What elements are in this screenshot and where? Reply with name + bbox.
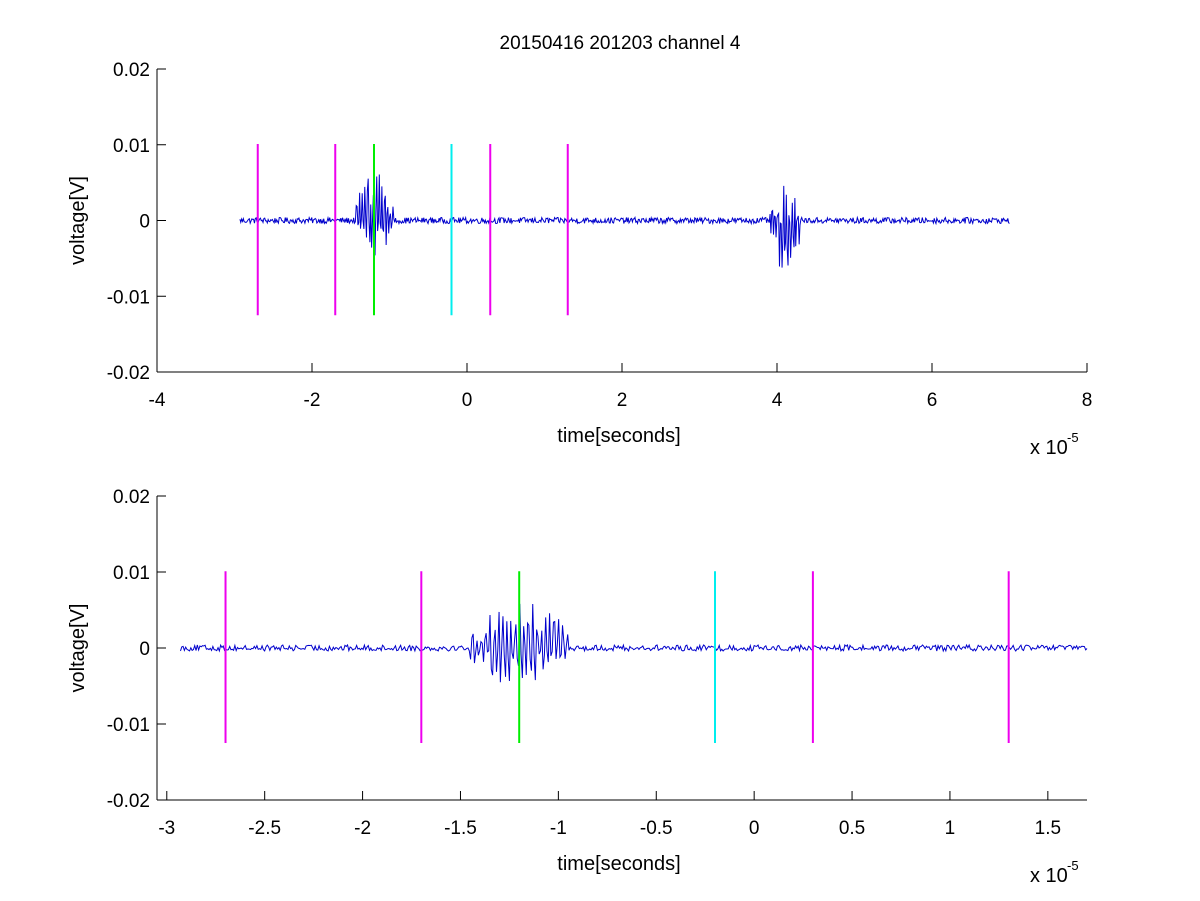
y-tick-label: -0.02 bbox=[107, 363, 150, 384]
x-tick-label: -4 bbox=[149, 390, 166, 411]
x-axis-label: time[seconds] bbox=[557, 853, 680, 875]
x-exponent: -5 bbox=[1067, 858, 1079, 873]
y-tick-label: 0 bbox=[139, 212, 150, 233]
y-tick-label: 0.02 bbox=[113, 487, 150, 508]
x-tick-label: 0.5 bbox=[839, 818, 865, 839]
x-tick-label: -0.5 bbox=[640, 818, 673, 839]
x-tick-label: -1.5 bbox=[444, 818, 477, 839]
x-exponent-label: x 10 bbox=[1030, 437, 1068, 459]
bottom-plot: -3 -2.5 -2 -1.5 -1 -0.5 0 0.5 1 1.5 0.02 0.01 0 -0.01… bbox=[67, 487, 1088, 887]
y-tick-label: -0.02 bbox=[107, 791, 150, 812]
x-tick-label: 2 bbox=[617, 390, 628, 411]
y-axis-label: voltage[V] bbox=[67, 604, 89, 693]
x-tick-label: 1.5 bbox=[1035, 818, 1061, 839]
y-tick-label: 0 bbox=[139, 639, 150, 660]
x-tick-label: 8 bbox=[1082, 390, 1093, 411]
x-tick-label: -3 bbox=[158, 818, 175, 839]
signal-trace bbox=[180, 603, 1088, 683]
y-tick-label: -0.01 bbox=[107, 287, 150, 308]
x-tick-label: -1 bbox=[550, 818, 567, 839]
signal-trace bbox=[239, 174, 1010, 268]
x-tick-label: -2 bbox=[354, 818, 371, 839]
x-tick-label: 1 bbox=[945, 818, 956, 839]
x-tick-label: -2 bbox=[304, 390, 321, 411]
y-tick-label: 0.01 bbox=[113, 136, 150, 157]
y-axis-label: voltage[V] bbox=[67, 176, 89, 265]
x-tick-label: 0 bbox=[749, 818, 760, 839]
x-tick-label: -2.5 bbox=[248, 818, 281, 839]
x-exponent-label: x 10 bbox=[1030, 865, 1068, 887]
x-axis-label: time[seconds] bbox=[557, 425, 680, 447]
x-tick-label: 4 bbox=[772, 390, 783, 411]
figure-title: 20150416 201203 channel 4 bbox=[500, 33, 741, 54]
y-tick-label: -0.01 bbox=[107, 715, 150, 736]
y-tick-label: 0.01 bbox=[113, 563, 150, 584]
x-tick-label: 6 bbox=[927, 390, 938, 411]
x-exponent: -5 bbox=[1067, 430, 1079, 445]
y-tick-label: 0.02 bbox=[113, 60, 150, 81]
top-plot: -4 -2 0 2 4 6 8 0.02 0.01 0 -0.01 -0.02 time[seconds… bbox=[67, 60, 1092, 459]
x-tick-label: 0 bbox=[462, 390, 473, 411]
